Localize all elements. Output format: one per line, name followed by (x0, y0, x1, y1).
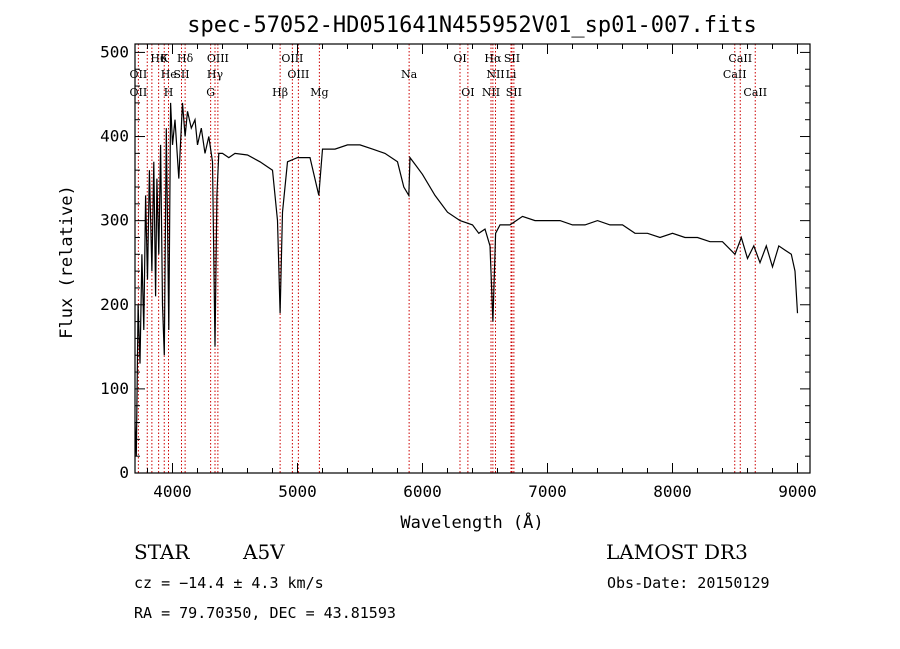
x-tick-label: 6000 (403, 482, 442, 501)
spectral-line-label: Li (506, 68, 517, 81)
spectral-line-label: OII (130, 68, 148, 81)
spectral-line-label: OIII (207, 52, 229, 65)
chart-title: spec-57052-HD051641N455952V01_sp01-007.f… (187, 13, 757, 38)
spectral-line-label: Na (401, 68, 418, 81)
x-tick-label: 5000 (278, 482, 317, 501)
y-tick-label: 300 (100, 211, 129, 230)
spectral-line-label: He (161, 68, 177, 81)
spectral-line-label: G (206, 86, 215, 99)
x-tick-label: 9000 (778, 482, 817, 501)
spectral-line-label: OIII (287, 68, 309, 81)
spectral-line-label: NII (486, 68, 504, 81)
y-axis-label: Flux (relative) (57, 185, 77, 339)
survey-name: LAMOST DR3 (606, 540, 748, 564)
spectral-line-label: OI (461, 86, 474, 99)
coordinates: RA = 79.70350, DEC = 43.81593 (134, 604, 396, 622)
spectrum-line (134, 102, 799, 457)
spectral-line-label: K (160, 52, 169, 65)
spectral-line-label: NII (482, 86, 500, 99)
object-class: STAR (134, 540, 190, 564)
spectral-line-label: Hβ (272, 86, 288, 99)
obs-date: Obs-Date: 20150129 (607, 574, 770, 592)
spectral-line-label: SII (504, 52, 520, 65)
spectral-line-label: OIII (281, 52, 303, 65)
x-tick-label: 7000 (528, 482, 567, 501)
spectral-line-label: SII (506, 86, 522, 99)
x-tick-label: 4000 (153, 482, 192, 501)
x-tick-label: 8000 (653, 482, 692, 501)
spectral-line-label: H6 (150, 52, 167, 65)
redshift-cz: cz = −14.4 ± 4.3 km/s (134, 574, 324, 592)
plot-frame (134, 43, 811, 474)
spectral-line-label: OII (130, 86, 148, 99)
spectral-line-label: Hδ (177, 52, 194, 65)
y-tick-label: 500 (100, 42, 129, 61)
spectral-line-label: CaII (728, 52, 752, 65)
spectral-line-label: Hα (484, 52, 502, 65)
spectral-line-label: Hγ (207, 68, 224, 81)
object-subclass: A5V (243, 540, 285, 564)
spectral-line-label: H (164, 86, 174, 99)
y-tick-label: 400 (100, 127, 129, 146)
spectral-line-label: Mg (310, 86, 328, 99)
y-tick-label: 200 (100, 295, 129, 314)
y-tick-label: 0 (119, 463, 129, 482)
spectral-line-label: SII (173, 68, 189, 81)
y-tick-label: 100 (100, 379, 129, 398)
x-axis-label: Wavelength (Å) (400, 511, 543, 533)
spectral-line-label: CaII (723, 68, 747, 81)
spectral-line-label: CaII (743, 86, 767, 99)
spectral-line-label: OI (453, 52, 466, 65)
